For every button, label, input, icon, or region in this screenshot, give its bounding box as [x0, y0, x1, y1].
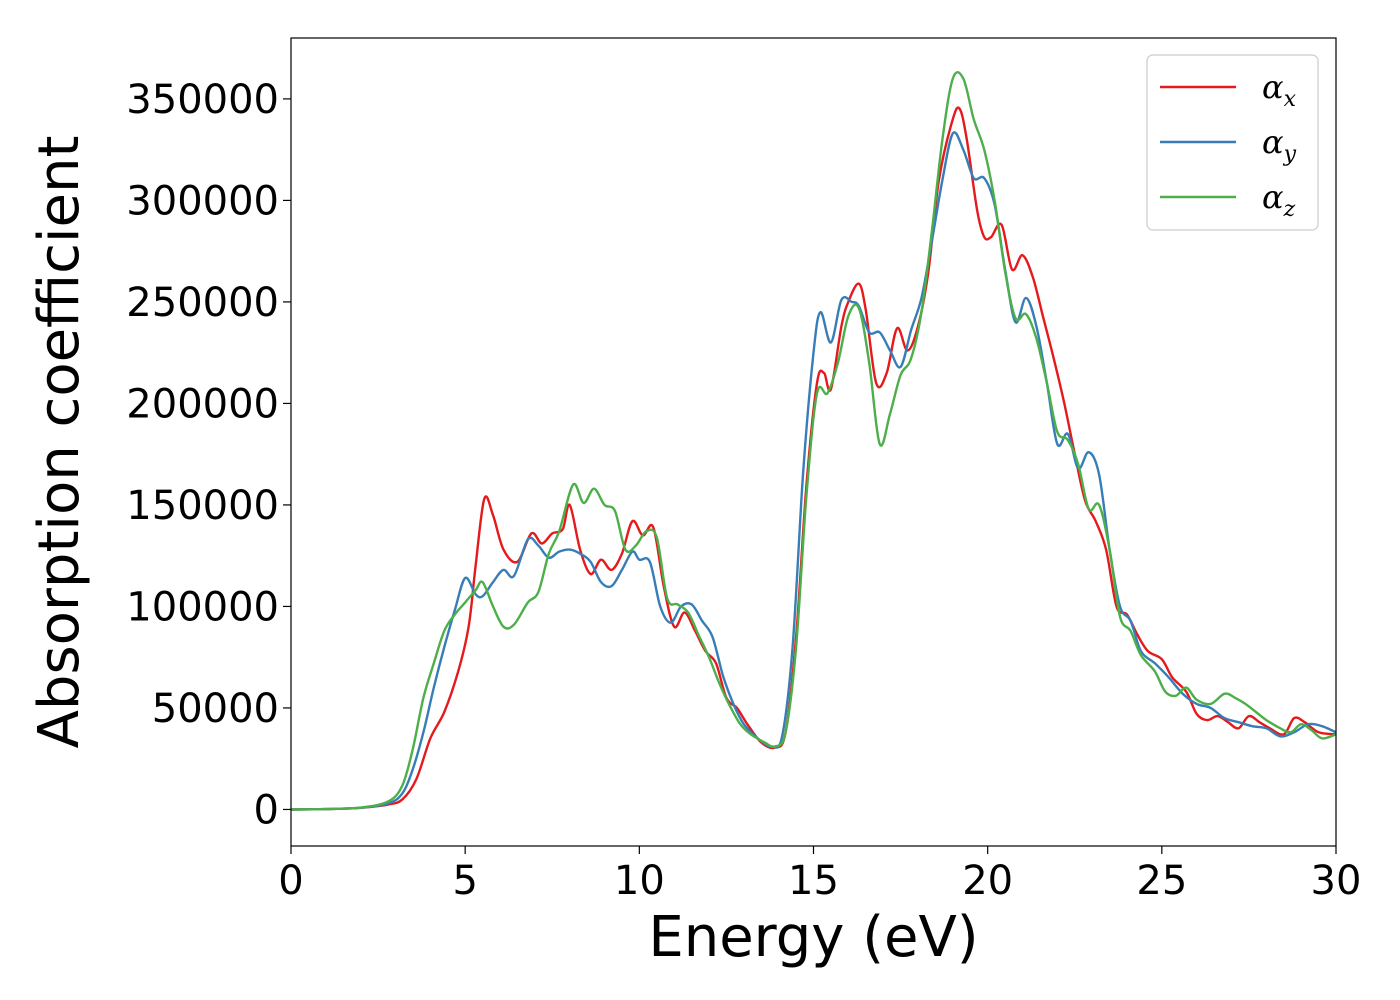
legend-label-z: αz	[1262, 178, 1296, 222]
y-tick-label: 250000	[126, 280, 279, 326]
legend-label-y: αy	[1262, 123, 1297, 167]
y-tick-label: 300000	[126, 178, 279, 224]
ticks-layer: 0 5 10 15 20 25 30 0 50000 100000 150000 200000 2500…	[126, 77, 1361, 904]
y-tick-label: 200000	[126, 381, 279, 427]
series-line-y	[291, 131, 1336, 811]
x-axis-title: Energy (eV)	[648, 905, 978, 970]
y-tick-label: 0	[254, 787, 279, 833]
y-tick-label: 350000	[126, 77, 279, 123]
legend-label-x: αx	[1262, 68, 1297, 112]
x-tick-label: 15	[788, 858, 839, 904]
x-tick-label: 5	[452, 858, 477, 904]
series-layer	[291, 71, 1336, 811]
y-tick-label: 150000	[126, 483, 279, 529]
y-tick-label: 50000	[152, 686, 279, 732]
y-axis-title: Absorption coefficient	[27, 136, 92, 749]
x-tick-label: 10	[614, 858, 665, 904]
x-tick-label: 0	[278, 858, 303, 904]
x-tick-label: 25	[1136, 858, 1187, 904]
series-line-z	[291, 71, 1336, 811]
legend: αx αy αz	[1146, 54, 1319, 231]
y-tick-label: 100000	[126, 584, 279, 630]
series-line-x	[291, 106, 1336, 811]
x-tick-label: 30	[1311, 858, 1362, 904]
x-tick-label: 20	[962, 858, 1013, 904]
